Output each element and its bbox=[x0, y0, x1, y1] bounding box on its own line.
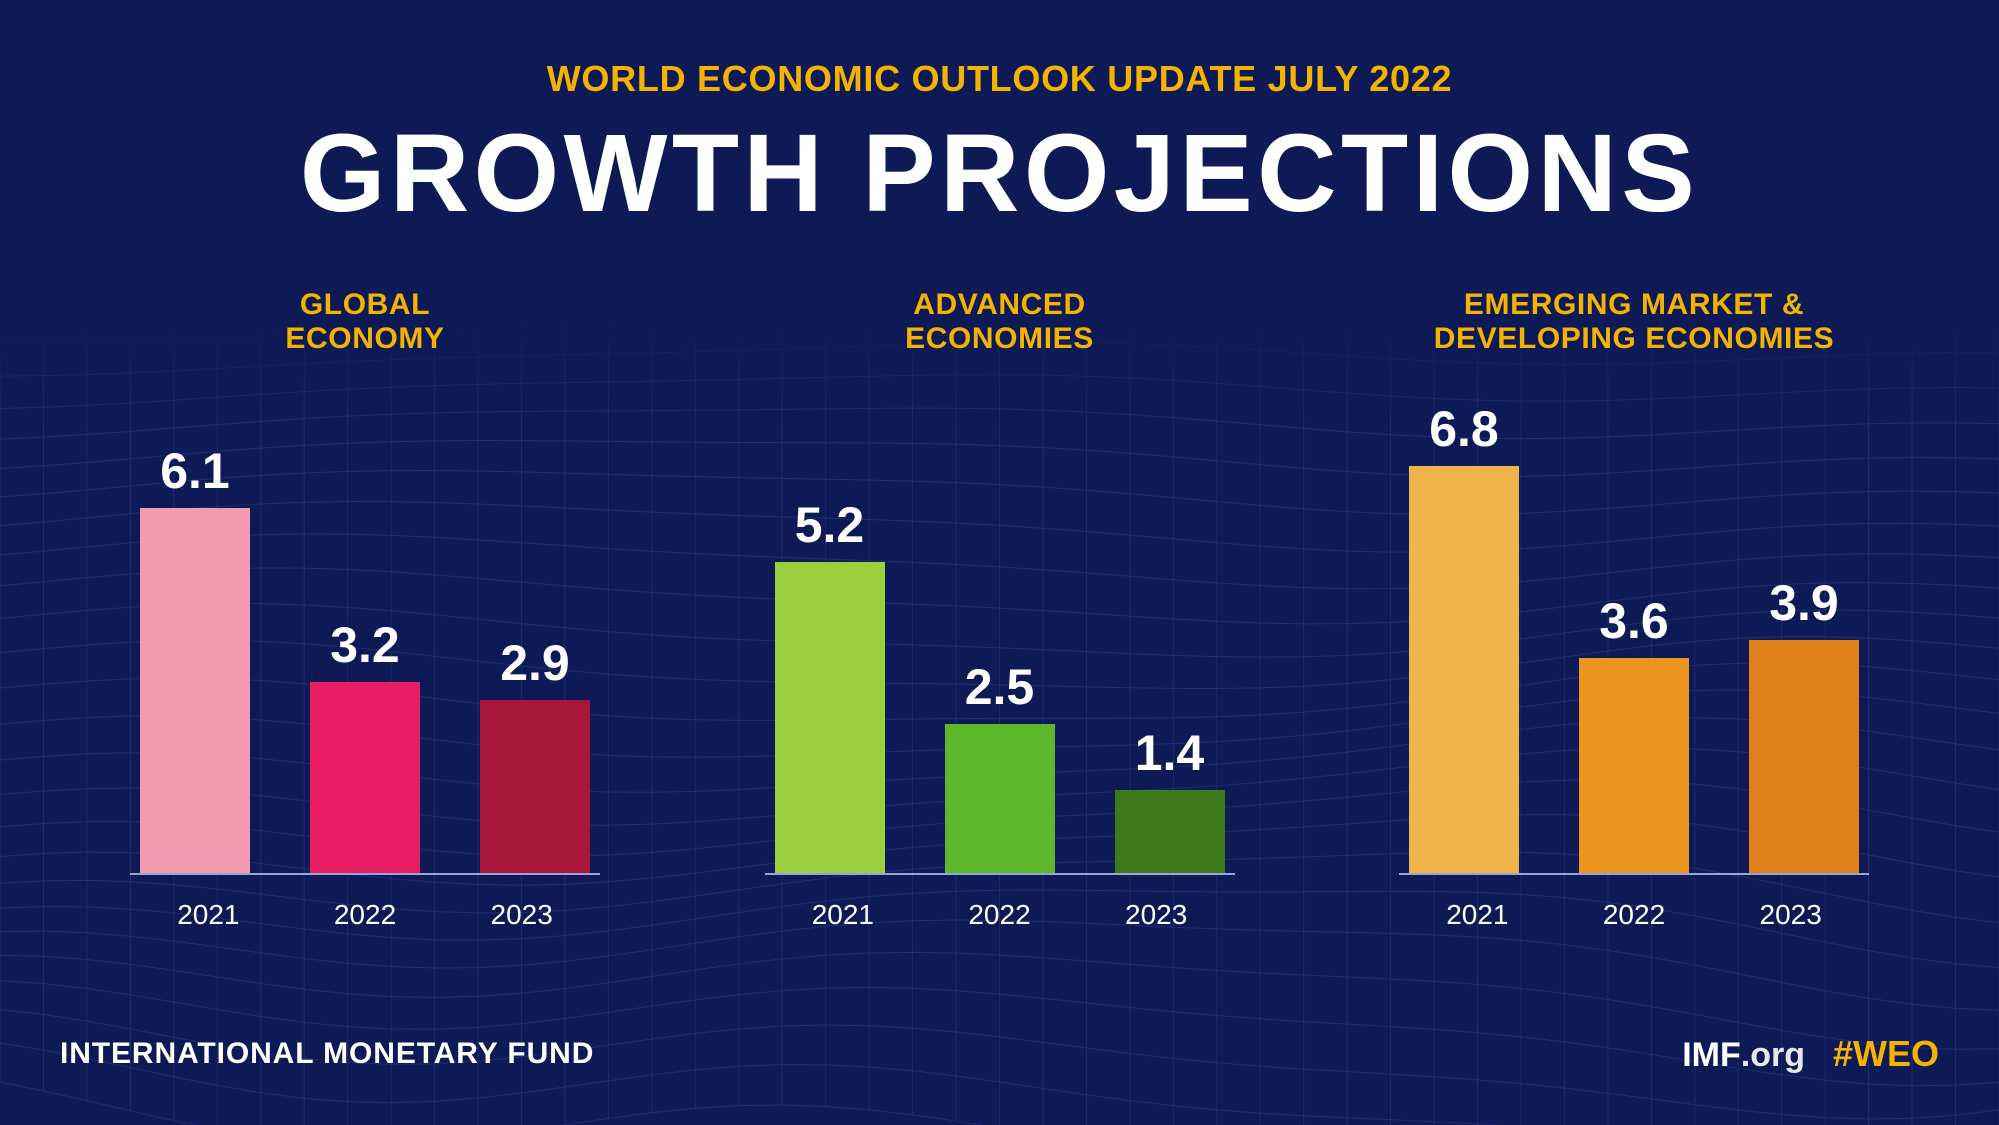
bars-wrap: 6.8 3.6 3.9 bbox=[1409, 396, 1859, 874]
footer-hashtag: #WEO bbox=[1833, 1033, 1939, 1075]
xaxis-label: 2023 bbox=[1078, 899, 1235, 931]
bar-rect bbox=[1749, 640, 1859, 874]
xaxis-label: 2021 bbox=[130, 899, 287, 931]
bars-wrap: 5.2 2.5 1.4 bbox=[775, 396, 1225, 874]
footer-org: INTERNATIONAL MONETARY FUND bbox=[60, 1037, 594, 1071]
footer-right: IMF.org #WEO bbox=[1682, 1033, 1939, 1075]
bar-rect bbox=[140, 508, 250, 874]
bar-value: 5.2 bbox=[795, 496, 865, 554]
bar-rect bbox=[310, 682, 420, 874]
chart-name: ADVANCED ECONOMIES bbox=[905, 286, 1094, 358]
bar-col: 3.2 bbox=[310, 396, 420, 874]
xaxis-label: 2021 bbox=[1399, 899, 1556, 931]
bar-rect bbox=[775, 562, 885, 874]
bar-value: 6.1 bbox=[160, 442, 230, 500]
chart-xaxis: 202120222023 bbox=[130, 899, 600, 931]
chart-xaxis: 202120222023 bbox=[1399, 899, 1869, 931]
chart-name: GLOBAL ECONOMY bbox=[285, 286, 444, 358]
footer: INTERNATIONAL MONETARY FUND IMF.org #WEO bbox=[0, 1033, 1999, 1075]
bar-value: 3.2 bbox=[330, 616, 400, 674]
bar-value: 3.9 bbox=[1769, 574, 1839, 632]
bar-col: 5.2 bbox=[775, 396, 885, 874]
bar-col: 2.5 bbox=[945, 396, 1055, 874]
chart-baseline bbox=[1399, 873, 1869, 875]
charts-row: GLOBAL ECONOMY6.13.22.9202120222023ADVAN… bbox=[130, 286, 1869, 931]
xaxis-label: 2022 bbox=[1556, 899, 1713, 931]
chart-group-emerging: EMERGING MARKET & DEVELOPING ECONOMIES 6.… bbox=[1399, 286, 1869, 931]
xaxis-label: 2023 bbox=[1712, 899, 1869, 931]
bar-value: 3.6 bbox=[1599, 592, 1669, 650]
bar-rect bbox=[1115, 790, 1225, 874]
bar-value: 2.5 bbox=[965, 658, 1035, 716]
chart-group-global: GLOBAL ECONOMY 6.1 3.2 2.9 202120222023 bbox=[130, 286, 600, 931]
xaxis-label: 2023 bbox=[443, 899, 600, 931]
xaxis-label: 2022 bbox=[287, 899, 444, 931]
bar-col: 6.8 bbox=[1409, 396, 1519, 874]
bar-rect bbox=[1409, 466, 1519, 874]
footer-url-prefix: IMF bbox=[1682, 1036, 1741, 1074]
bar-col: 3.9 bbox=[1749, 396, 1859, 874]
bar-rect bbox=[1579, 658, 1689, 874]
bar-value: 6.8 bbox=[1429, 400, 1499, 458]
bar-rect bbox=[480, 700, 590, 874]
bar-value: 1.4 bbox=[1135, 724, 1205, 782]
bar-rect bbox=[945, 724, 1055, 874]
page-title: GROWTH PROJECTIONS bbox=[0, 110, 1999, 237]
chart-name: EMERGING MARKET & DEVELOPING ECONOMIES bbox=[1434, 286, 1834, 358]
bar-value: 2.9 bbox=[500, 634, 570, 692]
bar-col: 1.4 bbox=[1115, 396, 1225, 874]
infographic-canvas: WORLD ECONOMIC OUTLOOK UPDATE JULY 2022 … bbox=[0, 0, 1999, 1125]
bar-col: 2.9 bbox=[480, 396, 590, 874]
chart-xaxis: 202120222023 bbox=[765, 899, 1235, 931]
xaxis-label: 2022 bbox=[921, 899, 1078, 931]
bar-col: 6.1 bbox=[140, 396, 250, 874]
chart-baseline bbox=[130, 873, 600, 875]
subtitle: WORLD ECONOMIC OUTLOOK UPDATE JULY 2022 bbox=[0, 58, 1999, 100]
chart-group-advanced: ADVANCED ECONOMIES 5.2 2.5 1.4 202120222023 bbox=[765, 286, 1235, 931]
footer-url: IMF.org bbox=[1682, 1036, 1805, 1075]
footer-url-suffix: .org bbox=[1741, 1036, 1805, 1074]
bars-wrap: 6.1 3.2 2.9 bbox=[140, 396, 590, 874]
xaxis-label: 2021 bbox=[765, 899, 922, 931]
bar-col: 3.6 bbox=[1579, 396, 1689, 874]
chart-baseline bbox=[765, 873, 1235, 875]
